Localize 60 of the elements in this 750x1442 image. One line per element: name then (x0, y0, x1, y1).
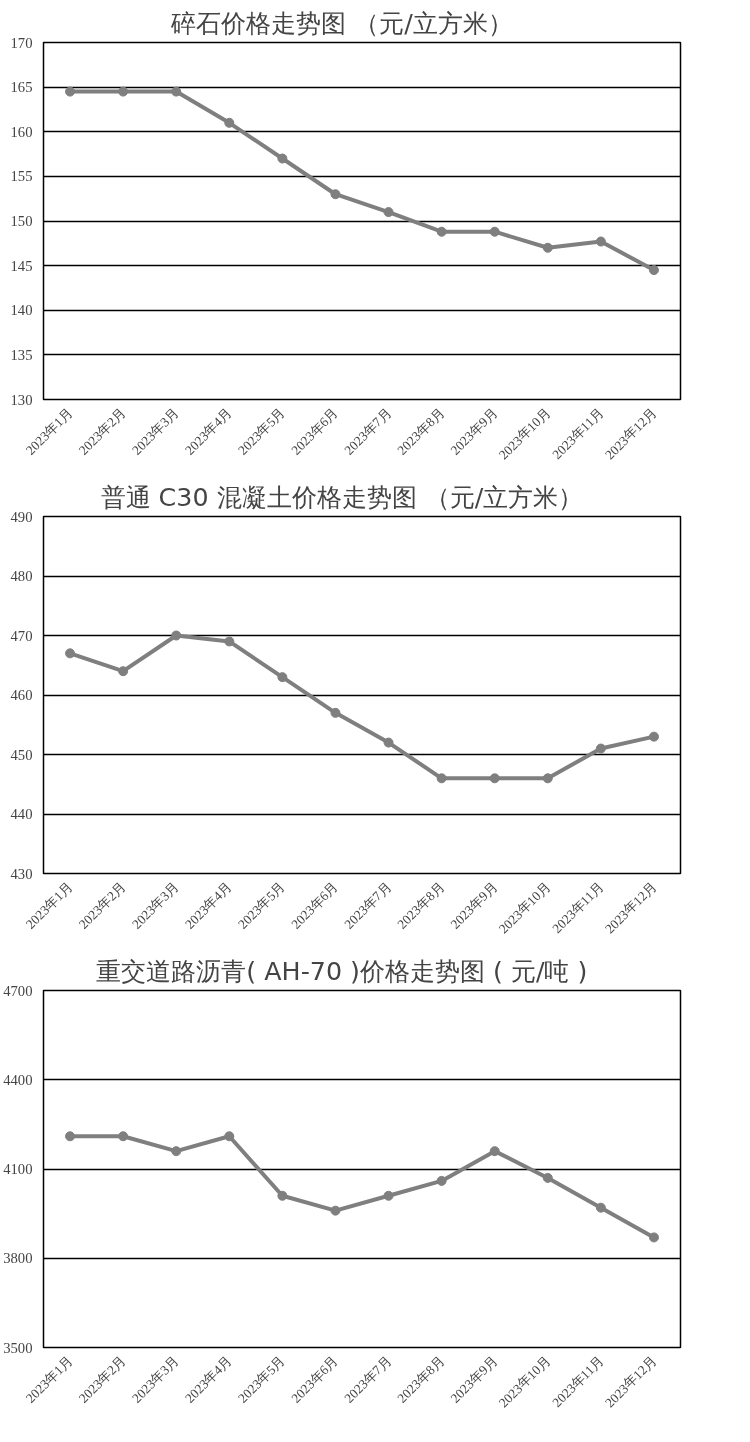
point (171, 1146, 182, 1157)
point (118, 86, 129, 97)
point (171, 86, 182, 97)
y-tick-label: 155 (10, 168, 33, 185)
point (171, 630, 182, 641)
y-tick-label: 440 (10, 806, 33, 822)
y-tick-label: 130 (10, 391, 33, 408)
point (542, 242, 553, 253)
y-tick-label: 150 (10, 213, 33, 229)
y-tick-label: 145 (10, 257, 33, 274)
y-tick-label: 3800 (3, 1250, 33, 1267)
y-tick-label: 160 (10, 123, 33, 140)
point (277, 153, 288, 164)
point (648, 1232, 659, 1243)
point (277, 672, 288, 683)
point (65, 1131, 76, 1142)
chart-title: 碎石价格走势图 （元/立方米） (170, 7, 513, 38)
y-tick-label: 3500 (3, 1339, 33, 1356)
point (489, 226, 500, 237)
point (436, 773, 447, 784)
point (595, 743, 606, 754)
point (330, 707, 341, 718)
point (648, 731, 659, 742)
point (65, 648, 76, 659)
y-tick-label: 135 (10, 346, 33, 363)
y-tick-label: 4400 (3, 1071, 33, 1088)
point (595, 1202, 606, 1213)
y-tick-label: 450 (10, 746, 33, 763)
point (277, 1190, 288, 1201)
chart-title: 重交道路沥青( AH-70 )价格走势图 ( 元/吨 ) (96, 955, 588, 986)
y-tick-label: 170 (10, 34, 33, 51)
point (330, 1205, 341, 1216)
y-tick-label: 430 (10, 865, 33, 882)
point (542, 773, 553, 784)
y-tick-label: 4100 (3, 1161, 33, 1177)
y-tick-label: 4700 (3, 982, 33, 999)
point (489, 773, 500, 784)
point (383, 1190, 394, 1201)
y-tick-label: 480 (10, 568, 33, 584)
point (436, 226, 447, 237)
y-tick-label: 460 (10, 687, 33, 703)
point (224, 636, 235, 647)
point (542, 1172, 553, 1183)
point (383, 207, 394, 218)
point (224, 1131, 235, 1142)
point (65, 86, 76, 97)
point (383, 737, 394, 748)
point (118, 666, 129, 677)
point (489, 1146, 500, 1157)
point (330, 189, 341, 200)
y-tick-label: 470 (10, 627, 33, 644)
chart-title: 普通 C30 混凝土价格走势图 （元/立方米） (100, 481, 584, 512)
y-tick-label: 165 (10, 79, 33, 96)
point (118, 1131, 129, 1142)
y-tick-label: 140 (10, 302, 33, 319)
point (224, 117, 235, 128)
y-tick-label: 490 (10, 508, 33, 525)
point (595, 236, 606, 247)
point (648, 265, 659, 276)
point (436, 1175, 447, 1186)
